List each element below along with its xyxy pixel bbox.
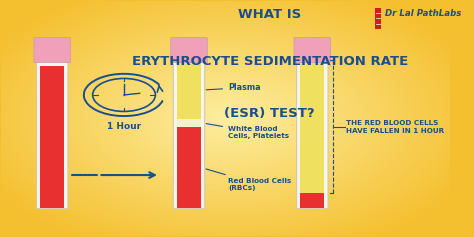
FancyBboxPatch shape: [297, 60, 328, 209]
FancyBboxPatch shape: [177, 60, 201, 119]
Text: Plasma: Plasma: [206, 83, 261, 92]
FancyBboxPatch shape: [34, 37, 71, 63]
FancyBboxPatch shape: [36, 60, 68, 209]
Text: WHAT IS: WHAT IS: [238, 8, 301, 21]
Text: White Blood
Cells, Platelets: White Blood Cells, Platelets: [206, 124, 289, 139]
FancyBboxPatch shape: [40, 66, 64, 208]
Text: 1 Hour: 1 Hour: [107, 122, 141, 131]
FancyBboxPatch shape: [177, 127, 201, 208]
FancyBboxPatch shape: [300, 193, 324, 208]
Text: Dr Lal PathLabs: Dr Lal PathLabs: [385, 9, 462, 18]
Text: (ESR) TEST?: (ESR) TEST?: [224, 107, 315, 120]
Text: THE RED BLOOD CELLS
HAVE FALLEN IN 1 HOUR: THE RED BLOOD CELLS HAVE FALLEN IN 1 HOU…: [346, 120, 444, 134]
Text: ERYTHROCYTE SEDIMENTATION RATE: ERYTHROCYTE SEDIMENTATION RATE: [132, 55, 408, 68]
FancyBboxPatch shape: [173, 60, 205, 209]
Text: Red Blood Cells
(RBCs): Red Blood Cells (RBCs): [206, 169, 292, 191]
FancyBboxPatch shape: [177, 119, 201, 127]
FancyBboxPatch shape: [171, 37, 207, 63]
FancyBboxPatch shape: [300, 60, 324, 193]
FancyBboxPatch shape: [294, 37, 331, 63]
FancyBboxPatch shape: [374, 8, 382, 29]
